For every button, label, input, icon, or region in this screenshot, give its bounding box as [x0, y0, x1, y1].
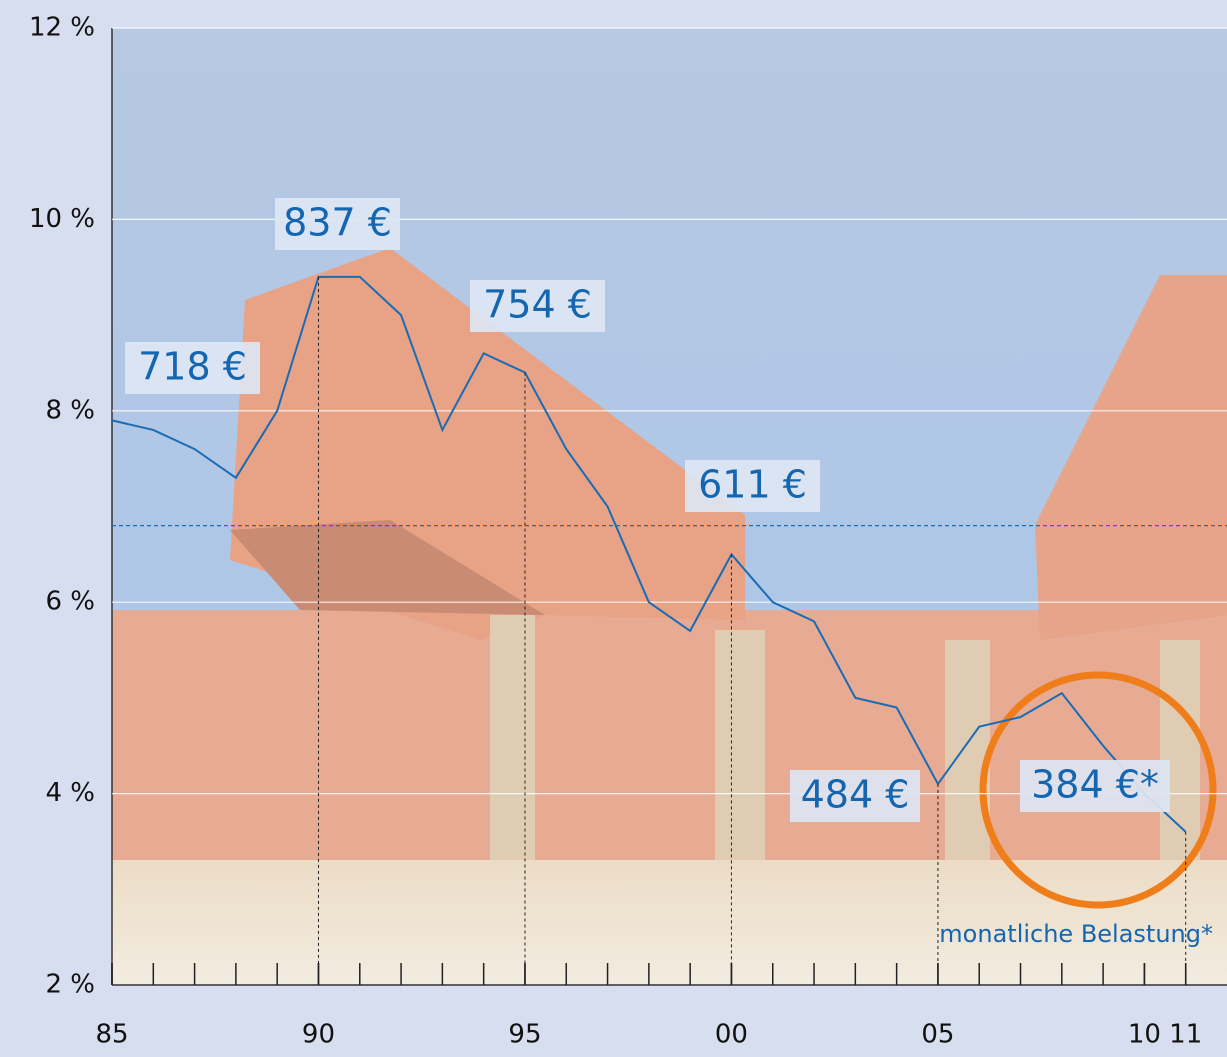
x-tick-label: 10 [1128, 1020, 1161, 1050]
page: {"chart_data": {"type": "line", "x": [19… [0, 0, 1227, 1057]
x-tick-label: 90 [302, 1020, 335, 1050]
annotation: 611 € [698, 463, 807, 507]
x-tick-label: 85 [95, 1020, 128, 1050]
annotation: 718 € [138, 345, 247, 389]
x-tick-label: 95 [508, 1020, 541, 1050]
y-tick-label: 2 % [45, 970, 95, 1000]
background-photo [112, 28, 1227, 985]
annotation: 837 € [283, 201, 392, 245]
y-tick-label: 8 % [45, 395, 95, 425]
annotation: 384 €* [1031, 763, 1159, 807]
x-tick-label: 11 [1169, 1020, 1202, 1050]
chart: monatliche Belastung* 2 % 4 % 6 % 8 % 10 % 12… [0, 0, 1227, 1057]
y-tick-label: 10 % [29, 204, 95, 234]
annotation: 754 € [483, 283, 592, 327]
note: monatliche Belastung* [939, 920, 1213, 948]
y-tick-label: 4 % [45, 778, 95, 808]
y-tick-label: 12 % [29, 13, 95, 43]
x-tick-label: 00 [715, 1020, 748, 1050]
annotation: 484 € [801, 773, 910, 817]
x-tick-label: 05 [921, 1020, 954, 1050]
y-tick-label: 6 % [45, 587, 95, 617]
